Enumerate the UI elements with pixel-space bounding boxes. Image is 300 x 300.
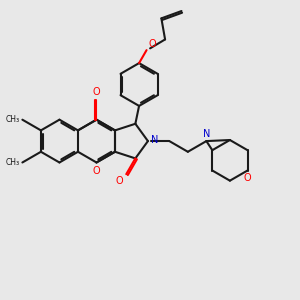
Text: O: O [244,173,251,184]
Text: O: O [148,39,156,49]
Text: O: O [93,87,100,97]
Text: O: O [115,176,123,186]
Text: O: O [93,166,100,176]
Text: N: N [203,129,210,139]
Text: CH₃: CH₃ [5,158,20,167]
Text: CH₃: CH₃ [5,115,20,124]
Text: N: N [151,136,158,146]
